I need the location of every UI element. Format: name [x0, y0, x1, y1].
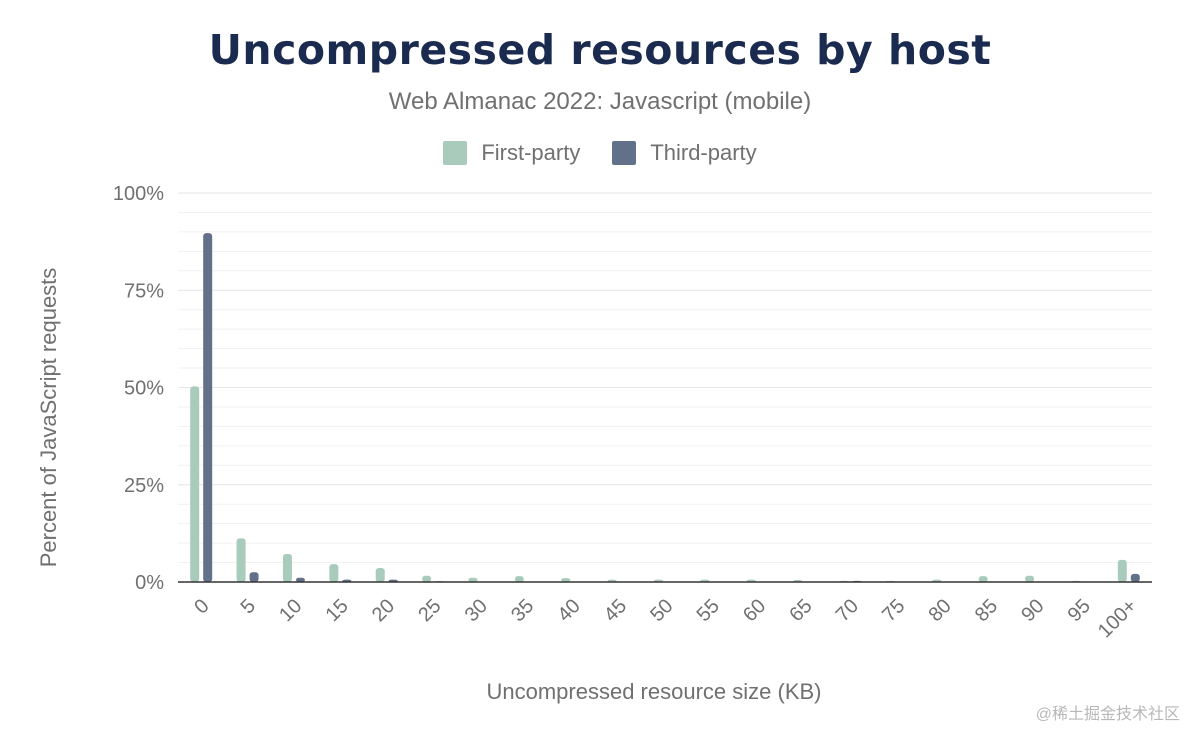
- legend-swatch-third-party: [612, 141, 637, 165]
- x-tick-label: 55: [693, 595, 724, 626]
- x-tick-label: 15: [322, 595, 353, 626]
- y-axis-title: Percent of JavaScript requests: [36, 268, 61, 568]
- x-tick-label: 45: [600, 595, 631, 626]
- bar-first-party-30: [468, 577, 478, 582]
- bar-first-party-20: [375, 567, 385, 582]
- bar-first-party-40: [561, 578, 571, 582]
- x-tick-label: 70: [832, 595, 863, 626]
- bar-first-party-25: [422, 575, 432, 582]
- x-tick-label: 20: [368, 595, 399, 626]
- x-tick-label: 100+: [1094, 595, 1141, 642]
- bar-first-party-0: [190, 386, 200, 582]
- y-tick-label: 50%: [124, 378, 164, 400]
- bar-first-party-5: [236, 538, 246, 582]
- bar-third-party-10: [295, 577, 305, 582]
- bar-third-party-100+: [1130, 573, 1140, 582]
- bar-first-party-15: [329, 564, 339, 582]
- x-tick-label: 50: [646, 595, 677, 626]
- x-tick-label: 65: [785, 595, 816, 626]
- bar-first-party-85: [978, 576, 988, 582]
- legend-label-third-party: Third-party: [650, 140, 757, 165]
- legend: First-party Third-party: [0, 140, 1200, 166]
- x-tick-label: 60: [739, 595, 770, 626]
- legend-item-first-party[interactable]: First-party: [443, 140, 580, 166]
- x-tick-label: 10: [275, 595, 306, 626]
- legend-item-third-party[interactable]: Third-party: [612, 140, 757, 166]
- bar-third-party-0: [203, 233, 213, 582]
- x-tick-label: 95: [1064, 595, 1095, 626]
- bar-first-party-100+: [1117, 559, 1127, 582]
- x-axis-title: Uncompressed resource size (KB): [486, 679, 821, 704]
- chart-subtitle: Web Almanac 2022: Javascript (mobile): [388, 88, 812, 115]
- y-tick-label: 75%: [124, 280, 164, 302]
- bar-first-party-90: [1025, 575, 1035, 582]
- x-tick-label: 40: [553, 595, 584, 626]
- legend-swatch-first-party: [443, 141, 468, 165]
- x-tick-label: 90: [1017, 595, 1048, 626]
- x-tick-label: 30: [461, 595, 492, 626]
- x-tick-label: 80: [924, 595, 955, 626]
- legend-label-first-party: First-party: [481, 140, 581, 165]
- bar-third-party-5: [249, 572, 259, 582]
- bar-first-party-10: [282, 553, 292, 582]
- y-tick-label: 100%: [113, 183, 164, 205]
- x-tick-label: 85: [971, 595, 1002, 626]
- x-tick-label: 0: [190, 595, 213, 618]
- y-tick-label: 0%: [135, 572, 164, 594]
- chart-title: Uncompressed resources by host: [208, 26, 992, 74]
- watermark: @稀土掘金技术社区: [1035, 706, 1180, 723]
- x-tick-label: 5: [237, 595, 260, 618]
- bar-first-party-35: [514, 576, 524, 582]
- x-tick-label: 25: [414, 595, 445, 626]
- x-tick-label: 35: [507, 595, 538, 626]
- y-tick-label: 25%: [124, 475, 164, 497]
- x-tick-label: 75: [878, 595, 909, 626]
